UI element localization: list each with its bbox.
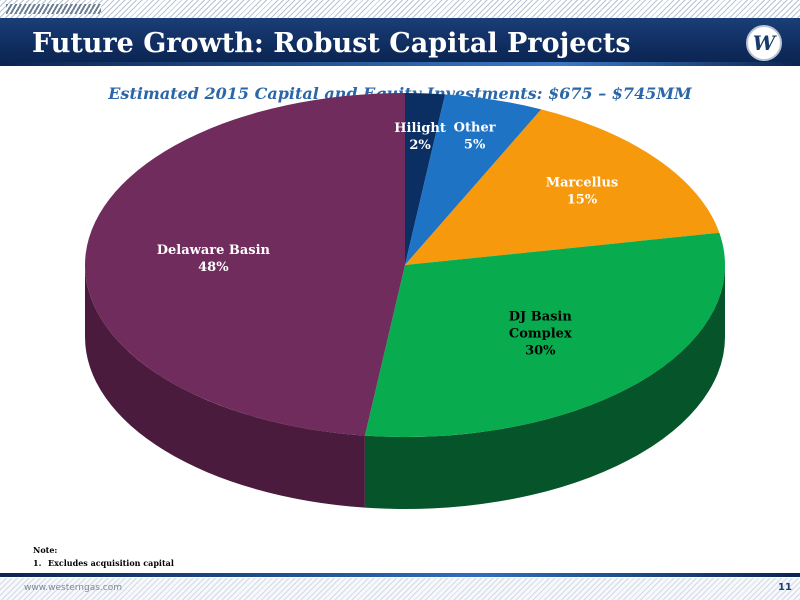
slice-label-marcellus: Marcellus 15% — [546, 176, 619, 208]
note-item: 1. Excludes acquisition capital — [33, 557, 174, 570]
slice-label-delaware-basin: Delaware Basin 48% — [157, 243, 271, 275]
top-hatch-stripe — [0, 0, 800, 18]
page-title: Future Growth: Robust Capital Projects — [32, 28, 631, 59]
footer-url: www.westerngas.com — [24, 583, 123, 593]
slice-name-label: Complex — [509, 326, 572, 341]
corner-hatch-block — [6, 4, 101, 14]
slice-name-label: Hilight — [394, 121, 446, 136]
pie-slice-dj-basin-complex — [364, 232, 725, 437]
slice-value-label: 5% — [464, 138, 486, 153]
slice-name-label: Other — [454, 121, 496, 136]
pie-side-dj-basin-complex — [364, 265, 725, 509]
slice-label-dj-basin-complex: DJ Basin Complex 30% — [509, 309, 573, 358]
slice-value-label: 15% — [567, 193, 598, 208]
slice-name-label: Delaware Basin — [157, 243, 271, 258]
pie-slice-marcellus — [405, 109, 720, 265]
slice-label-hilight: Hilight 2% — [394, 121, 446, 153]
note-item-text: Excludes acquisition capital — [48, 558, 174, 568]
w-logo-icon: W — [746, 25, 782, 61]
slice-value-label: 30% — [525, 343, 556, 358]
slice-label-other: Other 5% — [454, 121, 496, 153]
pie-slice-delaware-basin — [84, 93, 405, 436]
title-bar — [0, 18, 800, 66]
slice-name-label: DJ Basin — [509, 309, 573, 324]
pie-side-delaware-basin — [85, 265, 365, 508]
pie-slice-hilight — [405, 93, 446, 265]
title-bar-rule — [0, 62, 800, 66]
pie-slice-other — [405, 94, 542, 266]
note-block: Note: 1. Excludes acquisition capital — [33, 544, 174, 570]
footer-bar — [0, 578, 800, 600]
footer-stripe — [0, 573, 800, 577]
slice-value-label: 2% — [409, 138, 431, 153]
logo-letter: W — [752, 31, 776, 55]
slice-name-label: Marcellus — [546, 176, 619, 191]
note-heading: Note: — [33, 545, 58, 555]
slice-value-label: 48% — [198, 260, 229, 275]
note-item-number: 1. — [33, 558, 42, 568]
page-number: 11 — [778, 582, 792, 593]
